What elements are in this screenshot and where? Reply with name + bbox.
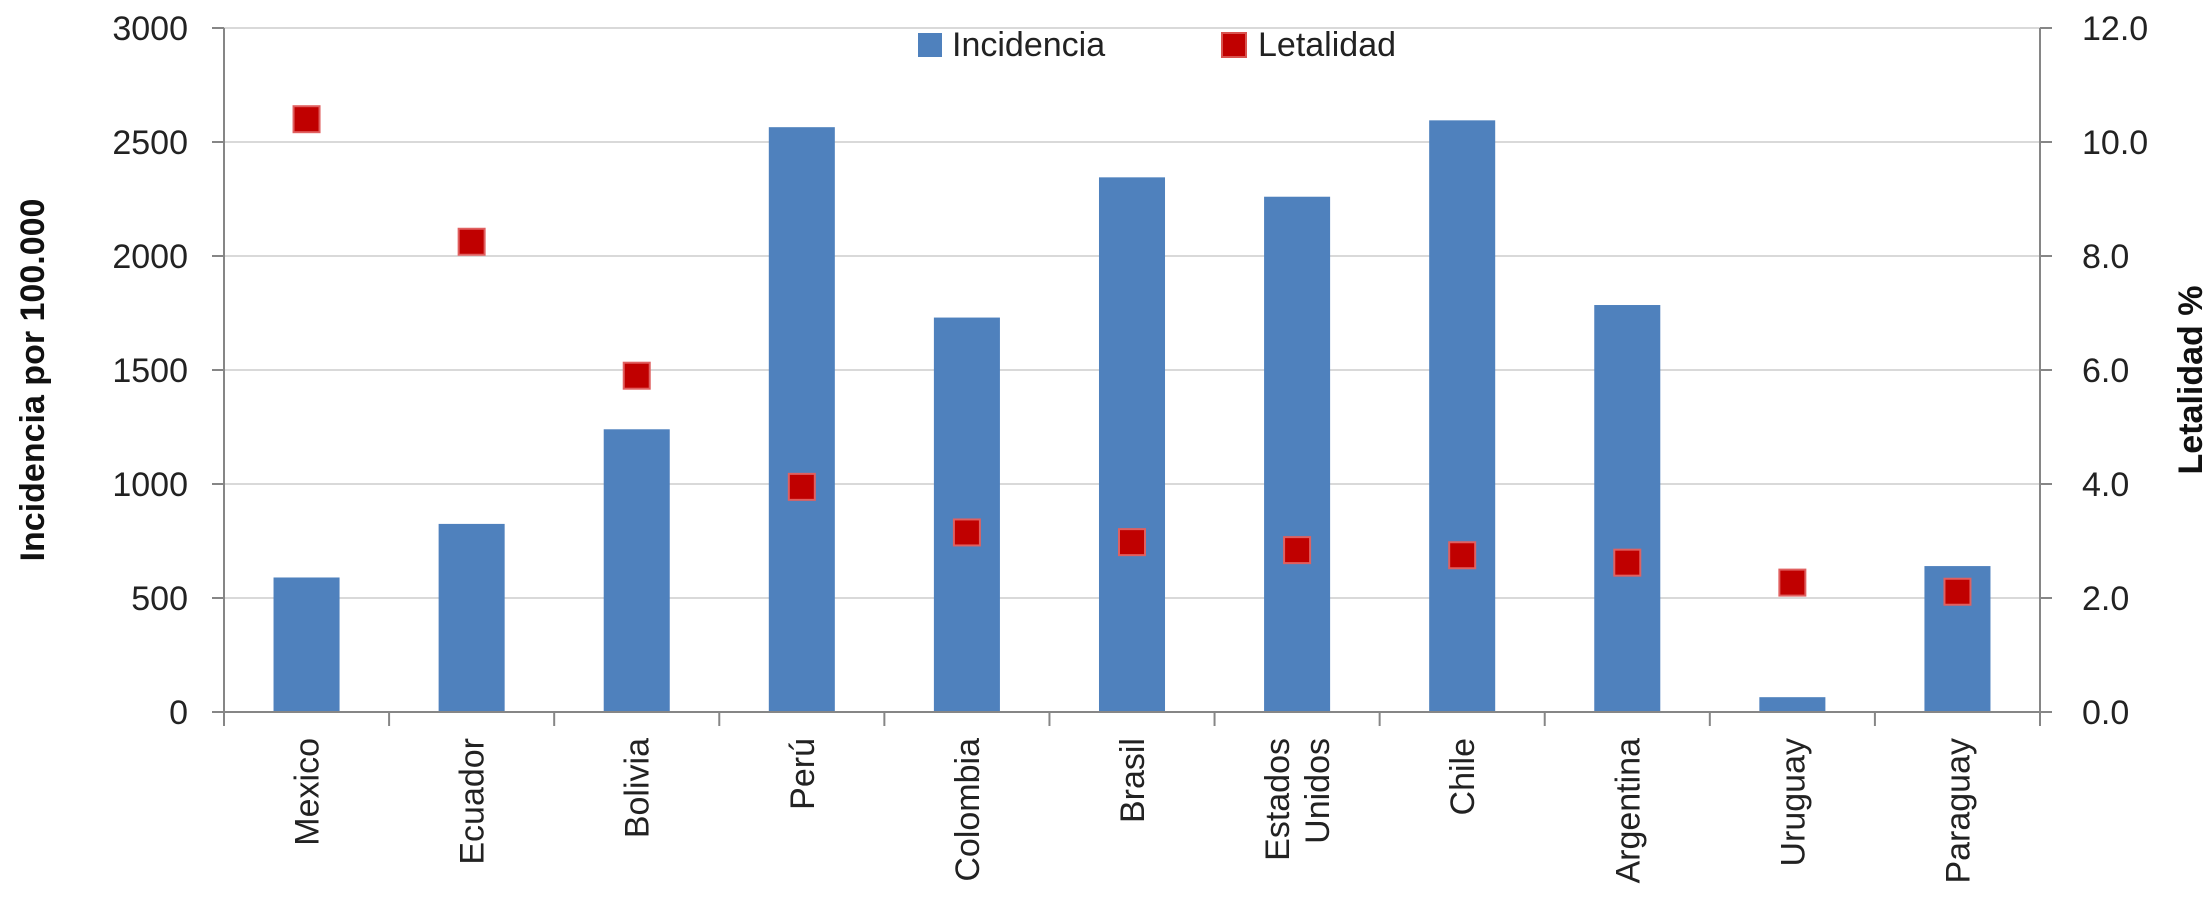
legend-label-letalidad: Letalidad [1258,26,1396,64]
right-axis-title: Letalidad % [2172,286,2210,475]
legend: Incidencia Letalidad [918,26,1396,64]
marker-letalidad [622,361,651,390]
marker-letalidad [1778,568,1807,597]
left-tick-label: 500 [131,580,188,618]
right-tick-label: 10.0 [2082,124,2148,162]
category-labels: Mexico Ecuador Bolivia Perú Colombia Brasil Es… [289,738,1978,884]
left-axis-title: Incidencia por 100.000 [14,199,52,562]
left-tick-label: 1500 [112,352,188,390]
marker-letalidad [1283,536,1312,565]
bar-incidencia [1594,305,1661,712]
legend-label-incidencia: Incidencia [952,26,1105,64]
right-tick-label: 4.0 [2082,466,2129,504]
axes [212,27,2052,726]
right-axis-tick-labels: 0.0 2.0 4.0 6.0 8.0 10.0 12.0 [2082,10,2148,732]
left-tick-label: 1000 [112,466,188,504]
left-tick-label: 2000 [112,238,188,276]
marker-letalidad [1118,528,1146,557]
bar-incidencia [1429,120,1496,713]
category-label: Chile [1444,738,1482,815]
right-tick-label: 12.0 [2082,10,2148,48]
bar-incidencia [1264,196,1331,713]
bar-incidencia [933,317,1000,712]
marker-letalidad [457,227,486,256]
marker-letalidad [292,105,321,134]
category-label: Bolivia [619,738,657,838]
category-label: Mexico [289,738,327,846]
left-tick-label: 2500 [112,124,188,162]
bar-incidencia [768,127,835,713]
category-label: Argentina [1609,738,1647,884]
marker-letalidad [787,472,816,501]
incidencia-bars [273,120,1991,713]
marker-letalidad [952,518,981,547]
right-tick-label: 8.0 [2082,238,2129,276]
category-label: Ecuador [454,738,492,865]
left-axis-tick-labels: 0 500 1000 1500 2000 2500 3000 [112,10,188,732]
left-tick-label: 0 [169,694,188,732]
category-label: Brasil [1114,738,1152,823]
bar-incidencia [1098,177,1166,713]
bar-incidencia [603,429,670,712]
category-label: Perú [784,738,822,810]
right-tick-label: 0.0 [2082,694,2129,732]
letalidad-markers [292,105,1972,606]
left-tick-label: 3000 [112,10,188,48]
bar-incidencia [273,577,340,712]
category-label: Colombia [949,738,987,882]
right-tick-label: 2.0 [2082,580,2129,618]
category-label: Estados [1259,738,1297,861]
marker-letalidad [1448,541,1477,570]
bar-incidencia [1759,697,1826,712]
right-tick-label: 6.0 [2082,352,2129,390]
bar-incidencia [438,523,505,712]
category-label: Paraguay [1939,738,1977,884]
legend-swatch-incidencia [918,33,942,57]
marker-letalidad [1613,548,1642,577]
category-label: Uruguay [1774,738,1812,867]
legend-swatch-letalidad [1221,32,1247,58]
category-label: Unidos [1299,738,1337,844]
marker-letalidad [1943,577,1972,606]
